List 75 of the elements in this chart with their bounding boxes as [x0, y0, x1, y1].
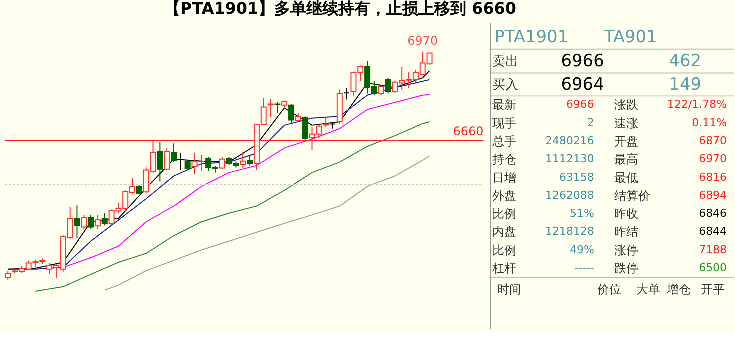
- text: 2: [587, 116, 594, 130]
- candlestick: [102, 212, 108, 226]
- text: 6966: [561, 50, 604, 70]
- text: 昨收: [614, 207, 638, 222]
- candlestick: [302, 116, 308, 141]
- candlestick: [247, 155, 254, 166]
- chart-title: 【PTA1901】多单继续持有，止损上移到 6660: [164, 0, 516, 18]
- text: 6894: [699, 188, 728, 202]
- text: 总手: [492, 134, 517, 148]
- text: 比例: [492, 207, 517, 222]
- text: 内盘: [492, 225, 517, 240]
- text: 1112130: [546, 152, 594, 166]
- candlestick: [88, 214, 94, 230]
- text: 昨结: [614, 225, 638, 240]
- text: 时间: [498, 282, 522, 297]
- text: 122/1.78%: [668, 98, 728, 112]
- text: 最高: [614, 152, 638, 167]
- text: 卖出: [492, 54, 519, 70]
- text: 6500: [699, 262, 728, 275]
- text: 0.11%: [692, 116, 728, 130]
- candlestick: [240, 152, 246, 168]
- candlestick: [157, 142, 164, 182]
- text: 49%: [570, 243, 594, 256]
- text: TA901: [603, 26, 658, 46]
- candlestick: [344, 88, 350, 100]
- text: 1262088: [546, 188, 594, 202]
- text: 51%: [570, 207, 594, 220]
- candlestick: [171, 143, 177, 163]
- text: 63158: [559, 170, 594, 184]
- text: 1218128: [546, 225, 594, 238]
- candlestick: [274, 101, 281, 114]
- candlestick: [136, 184, 142, 195]
- candlestick: [178, 152, 184, 171]
- text: 149: [669, 74, 702, 94]
- text: 日增: [492, 170, 517, 185]
- text: 6844: [699, 225, 728, 238]
- text: 462: [669, 50, 702, 70]
- text: 6846: [699, 207, 728, 220]
- text: 增仓: [666, 282, 692, 297]
- text: 涨跌: [614, 98, 638, 112]
- text: -----: [574, 262, 594, 275]
- text: 开盘: [614, 134, 638, 148]
- text: 6816: [699, 170, 728, 184]
- text: 持仓: [492, 152, 517, 167]
- candlestick: [164, 148, 170, 171]
- text: 2480216: [546, 134, 594, 148]
- text: 涨停: [614, 243, 638, 258]
- text: 杠杆: [492, 262, 517, 276]
- text: 结算价: [614, 188, 650, 203]
- text: 外盘: [492, 188, 517, 203]
- text: 价位: [596, 282, 622, 297]
- text: 最低: [614, 170, 638, 185]
- text: 6870: [699, 134, 728, 148]
- text: 6660: [453, 124, 484, 138]
- text: PTA1901: [494, 26, 569, 46]
- text: 买入: [492, 78, 519, 94]
- candlestick: [94, 214, 101, 230]
- text: 最新: [492, 98, 517, 112]
- text: 现手: [492, 116, 517, 130]
- candlestick: [378, 85, 384, 96]
- text: 6970: [699, 152, 728, 166]
- candlestick: [74, 205, 80, 238]
- candlestick: [385, 78, 392, 94]
- text: 跌停: [614, 262, 638, 276]
- text: 6964: [561, 74, 604, 94]
- text: 速涨: [614, 116, 638, 130]
- text: 开平: [701, 282, 726, 297]
- text: 大单: [636, 282, 660, 297]
- candlestick: [288, 104, 295, 124]
- candlestick: [81, 214, 88, 230]
- text: 7188: [699, 243, 728, 256]
- text: 比例: [492, 243, 517, 258]
- text: 6970: [408, 34, 438, 48]
- text: 6966: [566, 98, 594, 112]
- candlestick: [219, 156, 226, 170]
